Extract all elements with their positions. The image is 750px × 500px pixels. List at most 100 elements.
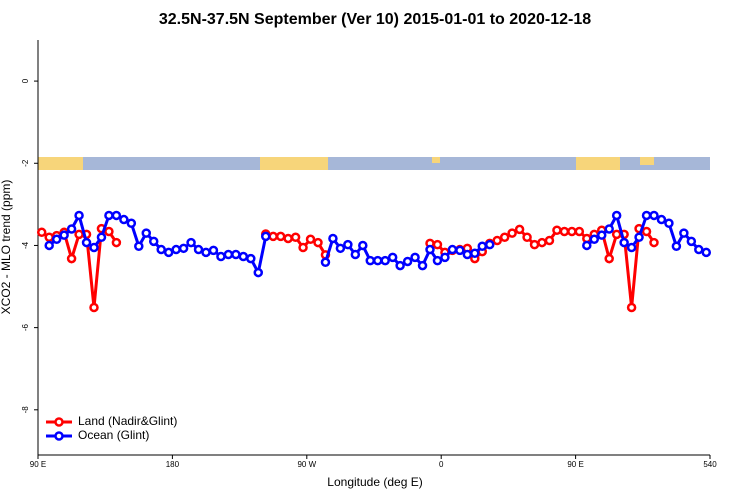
- data-point: [253, 267, 264, 278]
- legend-marker: [54, 431, 64, 441]
- data-point: [305, 234, 316, 245]
- data-point: [611, 210, 622, 221]
- data-point: [44, 240, 54, 251]
- data-point: [231, 249, 241, 260]
- data-point: [380, 255, 390, 266]
- data-point: [440, 252, 450, 263]
- data-point: [462, 249, 473, 260]
- y-tick-label: -8: [21, 406, 30, 414]
- data-point: [148, 236, 159, 247]
- data-point: [604, 224, 614, 234]
- data-point: [358, 240, 368, 251]
- data-point: [208, 245, 219, 256]
- data-point: [343, 239, 353, 250]
- data-point: [178, 243, 189, 254]
- data-point: [701, 247, 712, 258]
- data-point: [111, 210, 122, 221]
- data-point: [134, 241, 144, 252]
- data-point: [141, 228, 152, 238]
- data-point: [432, 239, 443, 250]
- data-point: [537, 237, 547, 248]
- data-point: [410, 252, 420, 263]
- data-point: [395, 260, 405, 271]
- data-point: [290, 232, 301, 242]
- data-point: [484, 239, 495, 250]
- data-point: [604, 253, 614, 264]
- data-point: [559, 226, 570, 237]
- data-point: [89, 242, 99, 253]
- data-point: [74, 210, 84, 221]
- data-point: [679, 228, 689, 238]
- data-point: [216, 251, 226, 262]
- data-point: [626, 242, 637, 253]
- data-point: [671, 241, 682, 252]
- data-point: [171, 244, 181, 255]
- data-point: [66, 253, 77, 264]
- legend-marker: [54, 417, 64, 427]
- data-point: [193, 244, 204, 255]
- data-point: [275, 231, 286, 242]
- data-point: [44, 232, 54, 242]
- data-point: [574, 226, 585, 237]
- data-point: [36, 227, 47, 238]
- data-point: [283, 233, 293, 244]
- data-point: [470, 248, 480, 259]
- data-point: [544, 235, 555, 246]
- data-point: [387, 252, 398, 263]
- data-point: [425, 244, 435, 255]
- data-point: [529, 239, 540, 250]
- data-point: [402, 256, 413, 267]
- legend-label: Ocean (Glint): [78, 428, 149, 442]
- data-point: [619, 237, 629, 248]
- data-point: [694, 244, 704, 255]
- data-point: [656, 214, 667, 225]
- data-point: [567, 226, 577, 237]
- data-point: [649, 210, 659, 221]
- data-point: [119, 214, 129, 225]
- data-point: [66, 224, 77, 234]
- data-point: [686, 236, 697, 247]
- y-axis-label: XCO2 - MLO trend (ppm): [0, 180, 13, 315]
- data-point: [74, 229, 84, 240]
- data-point: [589, 234, 600, 245]
- x-axis-label: Longitude (deg E): [327, 475, 422, 489]
- data-point: [320, 257, 331, 268]
- x-tick-label: 180: [166, 460, 180, 469]
- data-point: [238, 251, 249, 262]
- data-point: [641, 226, 652, 237]
- land-ocean-strip: [38, 157, 710, 170]
- data-point: [186, 237, 196, 248]
- data-point: [432, 255, 443, 266]
- y-tick-label: -6: [21, 324, 30, 332]
- data-point: [298, 242, 308, 253]
- data-point: [59, 230, 69, 240]
- x-tick-label: 0: [439, 460, 444, 469]
- data-point: [126, 218, 137, 229]
- data-point: [582, 240, 592, 251]
- x-tick-label: 90 W: [297, 460, 316, 469]
- data-point: [649, 237, 659, 248]
- data-point: [246, 253, 256, 264]
- data-point: [201, 247, 211, 258]
- data-point: [96, 232, 107, 242]
- data-point: [268, 231, 278, 242]
- y-tick-label: -2: [21, 159, 30, 167]
- data-point: [417, 260, 428, 271]
- x-tick-label: 540: [703, 460, 717, 469]
- y-tick-label: 0: [21, 78, 30, 83]
- data-point: [163, 247, 174, 258]
- legend-label: Land (Nadir&Glint): [78, 414, 177, 428]
- data-point: [499, 232, 510, 242]
- data-point: [596, 230, 607, 240]
- data-point: [611, 229, 622, 240]
- data-point: [313, 237, 323, 248]
- data-point: [507, 228, 517, 238]
- data-point: [104, 226, 114, 237]
- data-point: [455, 245, 465, 256]
- chart-title: 32.5N-37.5N September (Ver 10) 2015-01-0…: [159, 11, 591, 28]
- data-point: [104, 210, 114, 221]
- data-point: [365, 255, 376, 266]
- x-tick-label: 90 E: [567, 460, 583, 469]
